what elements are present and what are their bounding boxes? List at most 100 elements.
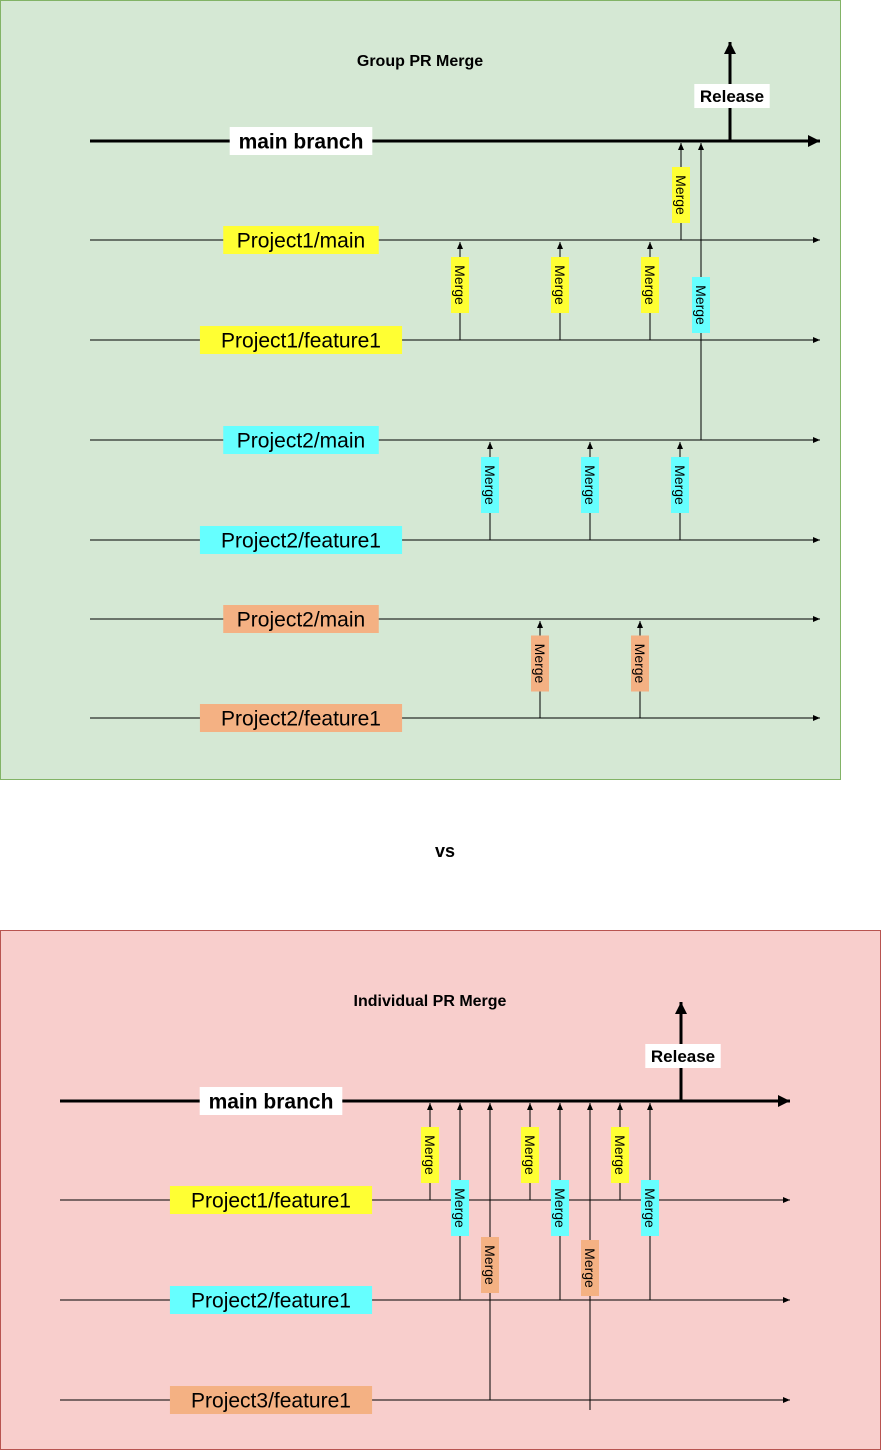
branch-label-text: Project2/feature1 [221, 530, 381, 553]
group-panel-background [0, 0, 841, 780]
release-label-text: Release [700, 87, 764, 106]
branch-label-text: Project1/feature1 [191, 1190, 351, 1213]
merge-label-text: Merge [552, 265, 568, 305]
branch-label: Project3/feature1 [169, 1386, 373, 1414]
merge-label-highlight [581, 1240, 599, 1296]
main-branch-label-highlight [229, 127, 373, 155]
release-label-text: Release [651, 1047, 715, 1066]
merge-label-highlight [641, 1180, 659, 1236]
merge-label-highlight [451, 257, 469, 313]
main-branch-label-text: main branch [239, 131, 364, 154]
merge-label-text: Merge [552, 1188, 568, 1228]
merge-label: Merge [481, 1237, 499, 1293]
merge-label: Merge [631, 635, 649, 692]
merge-label-highlight [521, 1127, 539, 1183]
individual-branch-labels: main branch Project1/feature1 Project2/fea… [169, 1087, 373, 1414]
merge-label: Merge [451, 1180, 469, 1236]
merge-label-highlight [451, 1180, 469, 1236]
merge-label-highlight [692, 277, 710, 333]
branch-label: Project1/main [223, 226, 379, 254]
merge-label: Merge [521, 1127, 539, 1183]
merge-label-text: Merge [632, 644, 648, 684]
merge-label-highlight [581, 457, 599, 513]
merge-label-text: Merge [672, 465, 688, 505]
merge-label: Merge [641, 257, 659, 313]
release-label-highlight [694, 84, 770, 108]
merge-label-highlight [611, 1127, 629, 1183]
individual-panel-title: Individual PR Merge [354, 993, 507, 1010]
branch-label-highlight [169, 1386, 373, 1414]
merge-label: Merge [692, 277, 710, 333]
individual-panel-background [0, 930, 881, 1450]
branch-label: Project2/main [223, 426, 379, 454]
branch-label-highlight [199, 326, 403, 354]
merge-label-text: Merge [693, 285, 709, 325]
merge-label-text: Merge [642, 265, 658, 305]
merge-label-highlight [631, 635, 649, 692]
merge-label: Merge [581, 1240, 599, 1296]
branch-label-text: Project3/feature1 [191, 1390, 351, 1413]
merge-label: Merge [421, 1127, 439, 1183]
merge-label-highlight [641, 257, 659, 313]
merge-label-text: Merge [642, 1188, 658, 1228]
merge-label: Merge [581, 457, 599, 513]
main-branch-label-highlight [199, 1087, 343, 1115]
merge-label: Merge [531, 635, 549, 692]
merge-label-highlight [672, 167, 690, 223]
group-merge-connectors: Merge Merge Merge Merge Merge Merge Merge Merge… [451, 42, 770, 718]
branch-label-text: Project1/main [237, 230, 365, 253]
merge-label-text: Merge [582, 1248, 598, 1288]
branch-label: Project1/feature1 [169, 1186, 373, 1214]
merge-label-highlight [531, 635, 549, 692]
merge-label-highlight [481, 457, 499, 513]
merge-label-text: Merge [582, 465, 598, 505]
merge-label-text: Merge [532, 644, 548, 684]
release-label: Release [694, 84, 770, 108]
merge-label-text: Merge [612, 1135, 628, 1175]
branch-label-highlight [199, 704, 403, 732]
branch-label-text: Project1/feature1 [221, 330, 381, 353]
branch-label-text: Project2/main [237, 609, 365, 632]
branch-label: Project2/main [223, 605, 379, 633]
merge-label-text: Merge [673, 175, 689, 215]
merge-label: Merge [551, 257, 569, 313]
merge-label: Merge [641, 1180, 659, 1236]
branch-label-highlight [223, 426, 379, 454]
merge-label-text: Merge [452, 265, 468, 305]
main-branch-label: main branch [229, 127, 373, 155]
branch-label-highlight [223, 226, 379, 254]
branch-label-highlight [169, 1286, 373, 1314]
merge-label-highlight [421, 1127, 439, 1183]
branch-label: Project2/feature1 [199, 526, 403, 554]
merge-label-text: Merge [482, 1245, 498, 1285]
vs-separator: vs [435, 841, 455, 861]
merge-label-highlight [671, 457, 689, 513]
merge-label: Merge [451, 257, 469, 313]
main-branch-label-text: main branch [209, 1091, 334, 1114]
group-panel-title: Group PR Merge [357, 53, 483, 70]
branch-label-text: Project2/main [237, 430, 365, 453]
branch-label: Project2/feature1 [199, 704, 403, 732]
merge-label: Merge [611, 1127, 629, 1183]
group-branch-labels: main branch Project1/main Project1/feature… [199, 127, 403, 732]
release-label-highlight [645, 1044, 721, 1068]
merge-label-highlight [551, 257, 569, 313]
merge-label-text: Merge [452, 1188, 468, 1228]
merge-label: Merge [671, 457, 689, 513]
branch-label-text: Project2/feature1 [191, 1290, 351, 1313]
merge-label: Merge [551, 1180, 569, 1236]
merge-label-highlight [551, 1180, 569, 1236]
individual-pr-merge-panel: Individual PR Merge MergeMergeMergeMerge… [0, 930, 881, 1450]
merge-label: Merge [672, 167, 690, 223]
individual-merge-connectors: Merge Merge Merge Merge Merge Merge Merge Merge… [421, 1002, 721, 1410]
release-label: Release [645, 1044, 721, 1068]
merge-label-text: Merge [422, 1135, 438, 1175]
branch-label-highlight [223, 605, 379, 633]
branch-label-highlight [199, 526, 403, 554]
merge-label: Merge [481, 457, 499, 513]
merge-label-text: Merge [522, 1135, 538, 1175]
branch-label: Project2/feature1 [169, 1286, 373, 1314]
merge-label-highlight [481, 1237, 499, 1293]
